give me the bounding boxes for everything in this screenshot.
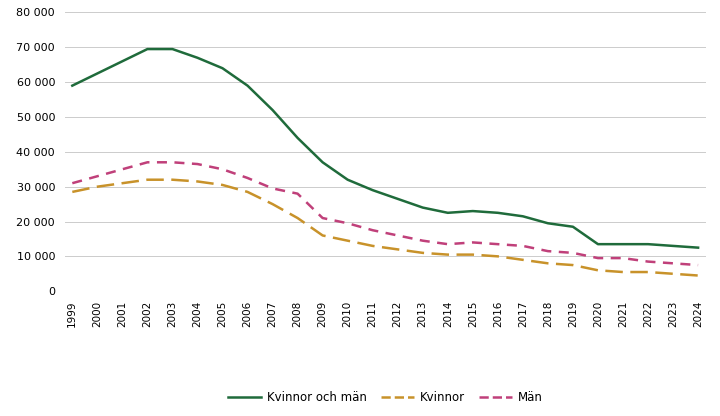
- Män: [644, 259, 652, 264]
- Kvinnor: [293, 215, 302, 220]
- Kvinnor och män: [218, 66, 227, 71]
- Kvinnor och män: [269, 108, 277, 113]
- Män: [618, 255, 627, 260]
- Kvinnor: [493, 254, 502, 259]
- Kvinnor: [343, 238, 352, 243]
- Kvinnor: [569, 262, 577, 267]
- Män: [544, 249, 552, 254]
- Män: [143, 160, 152, 165]
- Line: Kvinnor och män: Kvinnor och män: [72, 49, 698, 248]
- Kvinnor och män: [544, 221, 552, 226]
- Kvinnor och män: [669, 243, 678, 248]
- Män: [193, 161, 202, 166]
- Kvinnor och män: [569, 224, 577, 229]
- Kvinnor: [618, 270, 627, 275]
- Kvinnor och män: [393, 196, 402, 201]
- Kvinnor: [318, 233, 327, 238]
- Kvinnor: [118, 181, 127, 186]
- Män: [569, 250, 577, 255]
- Kvinnor och män: [318, 160, 327, 165]
- Kvinnor: [518, 258, 527, 262]
- Kvinnor: [393, 247, 402, 252]
- Män: [318, 215, 327, 220]
- Kvinnor: [469, 252, 477, 257]
- Kvinnor och män: [143, 47, 152, 52]
- Män: [293, 191, 302, 196]
- Män: [218, 167, 227, 172]
- Kvinnor: [68, 189, 76, 194]
- Kvinnor: [218, 183, 227, 188]
- Män: [469, 240, 477, 245]
- Kvinnor och män: [369, 188, 377, 193]
- Män: [168, 160, 176, 165]
- Kvinnor och män: [418, 205, 427, 210]
- Kvinnor och män: [168, 47, 176, 52]
- Kvinnor och män: [444, 210, 452, 215]
- Kvinnor: [594, 268, 603, 273]
- Män: [493, 242, 502, 247]
- Kvinnor och män: [293, 135, 302, 140]
- Kvinnor: [418, 250, 427, 255]
- Män: [418, 238, 427, 243]
- Kvinnor: [269, 202, 277, 207]
- Kvinnor: [694, 273, 703, 278]
- Kvinnor: [544, 261, 552, 266]
- Kvinnor: [669, 271, 678, 276]
- Kvinnor och män: [93, 71, 102, 76]
- Män: [444, 242, 452, 247]
- Kvinnor och män: [343, 177, 352, 182]
- Kvinnor och män: [594, 242, 603, 247]
- Line: Kvinnor: Kvinnor: [72, 180, 698, 275]
- Män: [518, 243, 527, 248]
- Män: [669, 261, 678, 266]
- Legend: Kvinnor och män, Kvinnor, Män: Kvinnor och män, Kvinnor, Män: [223, 386, 547, 409]
- Kvinnor: [243, 189, 252, 194]
- Kvinnor: [644, 270, 652, 275]
- Kvinnor: [143, 177, 152, 182]
- Kvinnor: [444, 252, 452, 257]
- Män: [393, 233, 402, 238]
- Kvinnor och män: [493, 210, 502, 215]
- Män: [269, 186, 277, 191]
- Män: [694, 262, 703, 267]
- Män: [243, 176, 252, 181]
- Line: Män: Män: [72, 162, 698, 265]
- Kvinnor: [193, 179, 202, 184]
- Kvinnor: [369, 243, 377, 248]
- Män: [594, 255, 603, 260]
- Män: [68, 181, 76, 186]
- Kvinnor och män: [618, 242, 627, 247]
- Kvinnor och män: [644, 242, 652, 247]
- Män: [343, 221, 352, 226]
- Kvinnor och män: [193, 55, 202, 60]
- Kvinnor och män: [243, 83, 252, 88]
- Män: [93, 174, 102, 179]
- Kvinnor och män: [118, 59, 127, 64]
- Kvinnor och män: [518, 214, 527, 219]
- Kvinnor och män: [469, 208, 477, 213]
- Kvinnor: [168, 177, 176, 182]
- Kvinnor och män: [694, 245, 703, 250]
- Kvinnor och män: [68, 83, 76, 88]
- Män: [369, 228, 377, 233]
- Män: [118, 167, 127, 172]
- Kvinnor: [93, 184, 102, 189]
